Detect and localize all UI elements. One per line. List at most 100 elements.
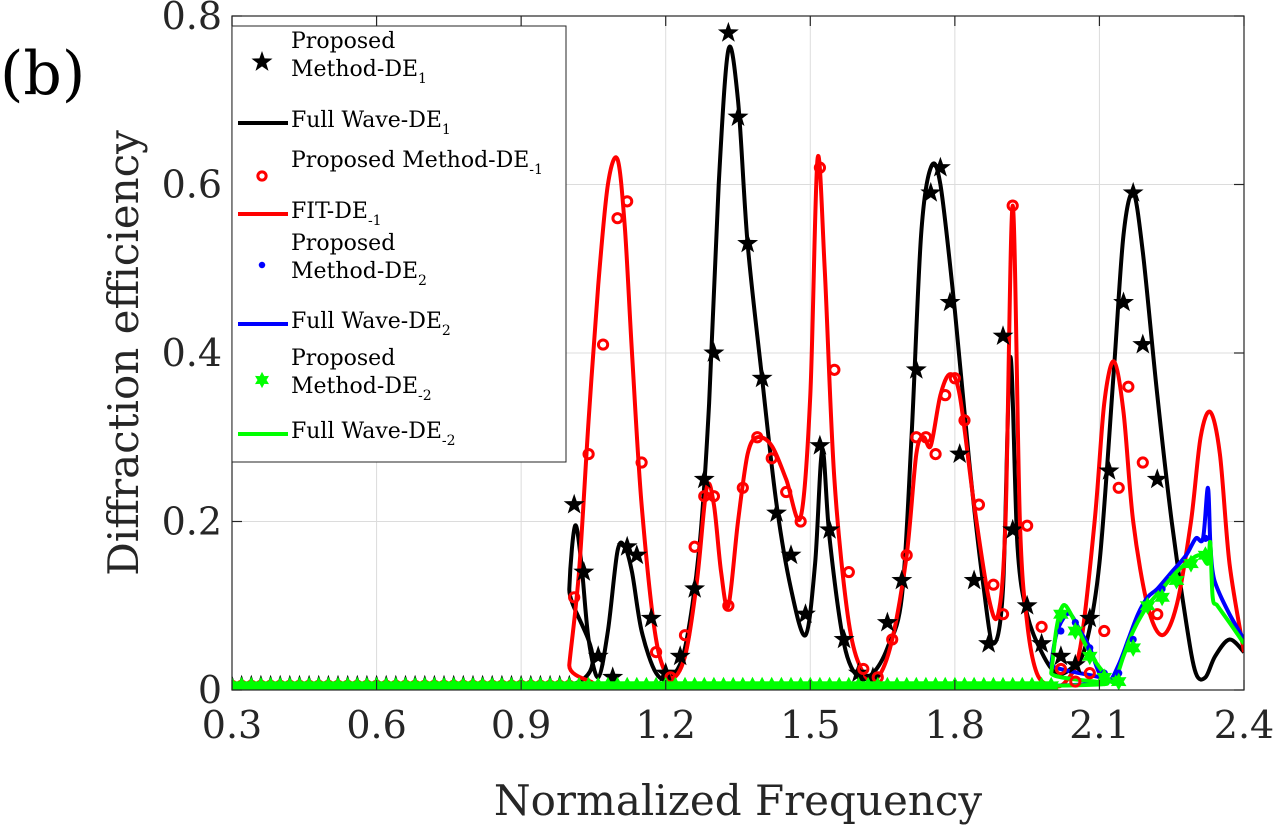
data-point [282,676,298,690]
data-point [910,431,923,444]
data-point [339,676,356,690]
data-point [736,481,749,494]
data-point [484,676,500,690]
data-point [1006,199,1019,212]
data-point [737,232,759,253]
data-point [773,676,790,690]
data-point [349,676,366,690]
legend-label: Proposed [291,346,395,371]
data-point [1122,380,1135,393]
data-point [1139,596,1156,615]
data-point [828,363,841,376]
data-point [494,676,510,690]
x-tick-label: 1.8 [925,703,985,747]
legend-label: Method-DE2 [291,259,427,289]
data-point [1201,534,1210,542]
data-point [717,21,739,42]
data-point [1024,676,1040,690]
data-point [905,358,927,379]
data-point [889,676,905,690]
data-point [995,676,1011,690]
data-point [378,676,394,690]
data-point [551,676,568,690]
data-point [819,518,840,539]
data-point [1021,519,1034,532]
data-point [850,676,867,690]
data-point [1136,456,1149,469]
data-point [1113,291,1134,312]
data-point [233,676,250,690]
data-point [707,490,721,503]
data-point [696,676,713,690]
data-point [455,676,472,690]
data-point [821,676,838,690]
data-point [985,676,1002,690]
data-point [976,676,992,690]
data-point [870,676,886,690]
data-point [629,676,645,690]
data-point [436,676,452,690]
data-point [841,676,857,690]
data-point [609,676,626,690]
data-point [602,666,624,687]
data-point [503,676,520,690]
y-axis-label: Diffraction efficiency [99,130,148,576]
data-point [686,676,703,690]
data-point [568,591,581,604]
data-point [640,607,662,628]
data-point [1183,554,1199,573]
legend-label: Proposed [291,231,395,256]
data-point [573,561,595,581]
data-point [715,676,732,690]
data-point [616,535,638,556]
data-point [972,498,986,511]
data-point [794,515,807,528]
data-point [1122,181,1144,202]
x-tick-label: 1.2 [635,703,695,747]
legend-marker-swatch [251,51,273,71]
data-point [978,632,1000,653]
legend-label: Full Wave-DE1 [291,108,451,138]
data-point [831,676,847,690]
data-point [587,645,609,666]
data-point [684,577,706,598]
series-line [232,44,1244,690]
y-tick-label: 0.4 [162,331,222,375]
data-point [563,493,585,514]
data-point [857,662,870,676]
data-point [1132,333,1154,354]
data-point [1043,676,1059,690]
data-point [600,676,616,690]
data-point [795,603,816,624]
data-point [465,676,481,690]
data-point [523,676,539,690]
legend-label: Method-DE1 [291,57,427,87]
legend-box [231,25,567,463]
y-tick-label: 0.6 [162,163,222,207]
data-point [678,629,692,642]
data-point [919,431,933,444]
data-point [987,578,1000,591]
data-point [1053,605,1069,624]
x-tick-label: 2.4 [1214,703,1274,747]
data-point [1050,645,1072,666]
data-point [751,367,773,388]
data-point [1054,662,1067,676]
data-point [929,156,951,177]
data-point [1096,668,1112,687]
data-point [571,676,587,690]
data-point [590,676,606,690]
data-point [763,676,780,690]
data-point [920,181,942,202]
data-point [1033,676,1050,690]
legend-marker-swatch [258,261,266,269]
data-point [1197,546,1214,565]
data-point [619,676,635,690]
data-point [1004,676,1021,690]
data-point [1079,607,1101,628]
data-point [655,662,677,682]
legend-label: Full Wave-DE-2 [291,419,456,449]
data-point [908,676,925,690]
x-tick-label: 1.5 [780,703,840,747]
